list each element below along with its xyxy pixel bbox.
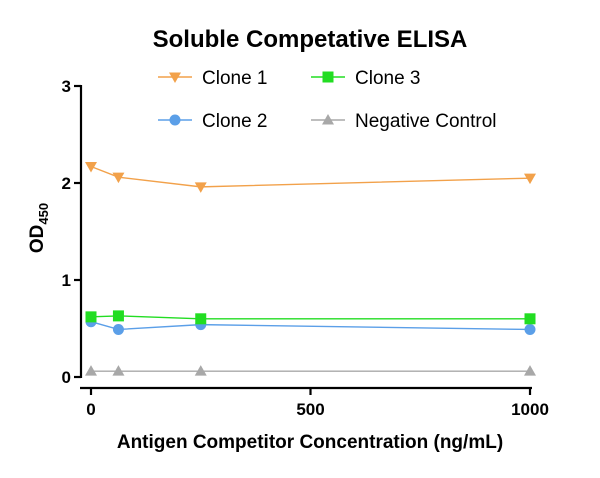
legend-item-clone-2: Clone 2 bbox=[158, 111, 268, 132]
y-axis-title: OD450 bbox=[27, 203, 51, 253]
x-axis-title: Antigen Competitor Concentration (ng/mL) bbox=[117, 432, 503, 453]
legend-item-clone-1: Clone 1 bbox=[158, 68, 268, 89]
x-ticks: 0 500 1000 bbox=[86, 388, 549, 419]
data-point bbox=[524, 313, 536, 325]
chart-title: Soluble Competative ELISA bbox=[153, 26, 468, 53]
legend-label: Clone 3 bbox=[355, 68, 421, 89]
x-tick-label: 0 bbox=[86, 400, 95, 419]
data-point bbox=[85, 311, 97, 323]
y-axis-title-main: OD bbox=[27, 225, 48, 254]
data-point bbox=[112, 323, 124, 335]
data-point bbox=[85, 162, 97, 173]
data-point bbox=[194, 365, 207, 376]
data-point bbox=[524, 323, 536, 335]
y-tick-label: 2 bbox=[62, 174, 71, 193]
y-ticks: 0 1 2 3 bbox=[62, 77, 81, 387]
series-line bbox=[90, 321, 531, 331]
y-tick-label: 3 bbox=[62, 77, 71, 96]
legend-label: Clone 1 bbox=[202, 68, 268, 89]
legend-item-negative-control: Negative Control bbox=[311, 111, 497, 132]
legend: Clone 1 Clone 3 Clone 2 Negative Control bbox=[158, 68, 497, 132]
y-tick-label: 1 bbox=[62, 271, 71, 290]
data-point bbox=[112, 172, 125, 184]
data-point bbox=[194, 182, 207, 193]
data-point bbox=[524, 173, 536, 185]
legend-marker bbox=[322, 114, 334, 125]
x-tick-label: 500 bbox=[296, 400, 324, 419]
y-tick-label: 0 bbox=[62, 368, 71, 387]
x-tick-label: 1000 bbox=[511, 400, 549, 419]
series-clone-3 bbox=[85, 310, 536, 325]
series-clone-1 bbox=[85, 162, 536, 193]
data-point bbox=[85, 365, 97, 376]
legend-label: Clone 2 bbox=[202, 111, 268, 132]
data-point bbox=[524, 365, 536, 376]
legend-label: Negative Control bbox=[355, 111, 497, 132]
series-negative-control bbox=[85, 365, 536, 376]
legend-marker bbox=[169, 72, 181, 83]
data-point bbox=[112, 310, 124, 322]
series-line bbox=[90, 165, 531, 188]
series-line bbox=[90, 315, 530, 320]
legend-marker bbox=[322, 71, 334, 83]
axes bbox=[79, 85, 532, 390]
legend-item-clone-3: Clone 3 bbox=[311, 68, 421, 89]
data-point bbox=[112, 365, 125, 376]
y-axis-title-subscript: 450 bbox=[36, 203, 51, 225]
legend-marker bbox=[169, 114, 181, 126]
data-point bbox=[195, 313, 207, 325]
series-layer bbox=[85, 162, 536, 376]
